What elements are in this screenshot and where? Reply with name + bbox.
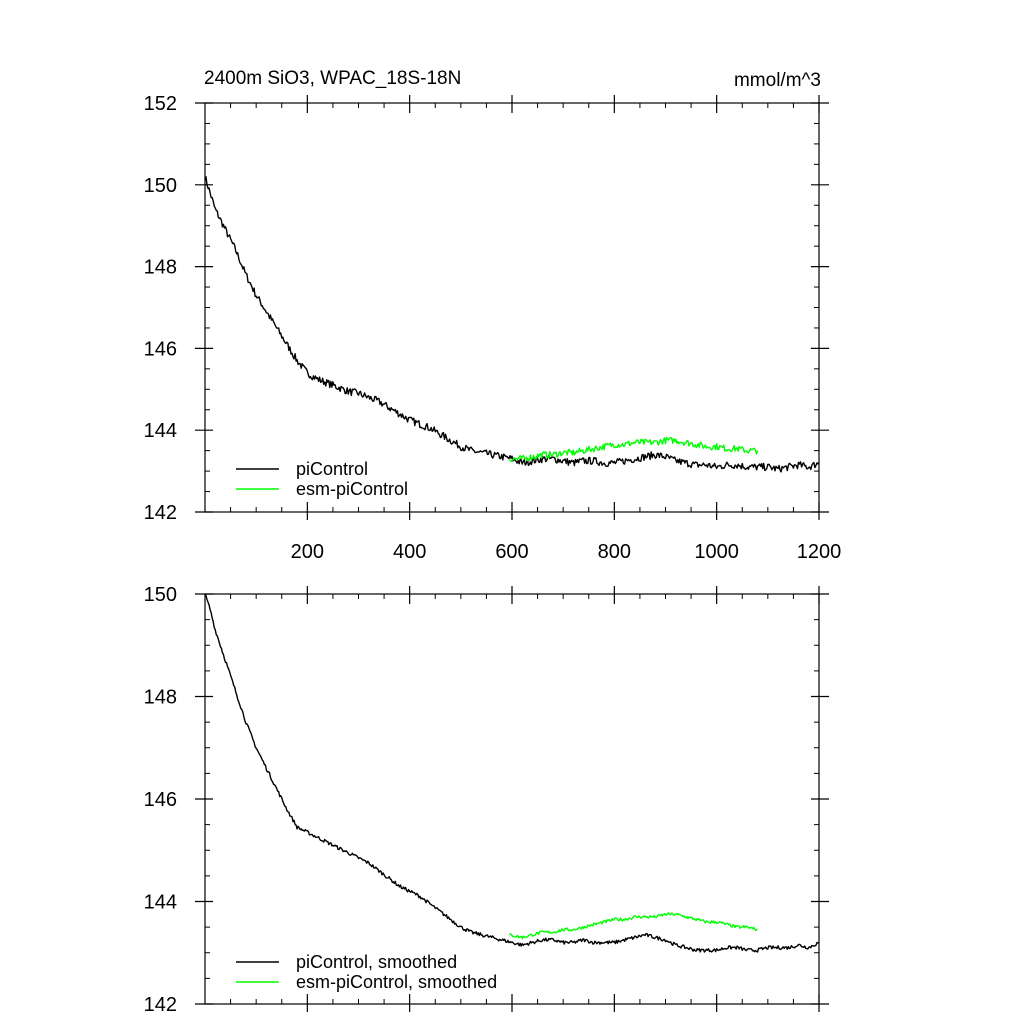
legend-label-esm-picontrol-smoothed: esm-piControl, smoothed [296, 972, 497, 992]
x-tick-label: 600 [495, 541, 528, 563]
bottom-panel: 142 144 146 148 150 piControl, smoothed esm-… [144, 584, 829, 1016]
y-tick-label: 146 [144, 338, 177, 360]
legend-label-picontrol-smoothed: piControl, smoothed [296, 952, 457, 972]
top-panel: 200 400 600 800 1000 1200 142 144 146 148 150 152 2… [144, 68, 842, 563]
chart-title: 2400m SiO3, WPAC_18S-18N [204, 68, 461, 89]
y-tick-label: 150 [144, 584, 177, 606]
x-tick-label: 1200 [797, 541, 842, 563]
y-tick-label: 142 [144, 502, 177, 524]
x-tick-label: 400 [393, 541, 426, 563]
y-tick-label: 144 [144, 420, 177, 442]
series-line-esm-picontrol [509, 436, 759, 463]
x-tick-label: 800 [598, 541, 631, 563]
series-line-esm-picontrol-smoothed [508, 912, 758, 940]
legend-label-esm-picontrol: esm-piControl [296, 479, 408, 499]
y-tick-label: 148 [144, 687, 177, 709]
series-line-picontrol [204, 176, 820, 473]
y-tick-label: 142 [144, 994, 177, 1016]
y-tick-label: 152 [144, 93, 177, 115]
y-tick-label: 146 [144, 789, 177, 811]
top-legend: piControl esm-piControl [236, 459, 408, 499]
series-line-picontrol-smoothed [204, 594, 820, 953]
top-plot-frame [204, 102, 820, 513]
y-tick-label: 150 [144, 175, 177, 197]
x-tick-label: 1000 [694, 541, 739, 563]
units-label: mmol/m^3 [734, 70, 821, 91]
x-tick-label: 200 [291, 541, 324, 563]
legend-label-picontrol: piControl [296, 459, 368, 479]
y-tick-label: 148 [144, 257, 177, 279]
bottom-plot-frame [204, 593, 820, 1005]
bottom-legend: piControl, smoothed esm-piControl, smoot… [236, 952, 497, 992]
y-tick-label: 144 [144, 892, 177, 914]
